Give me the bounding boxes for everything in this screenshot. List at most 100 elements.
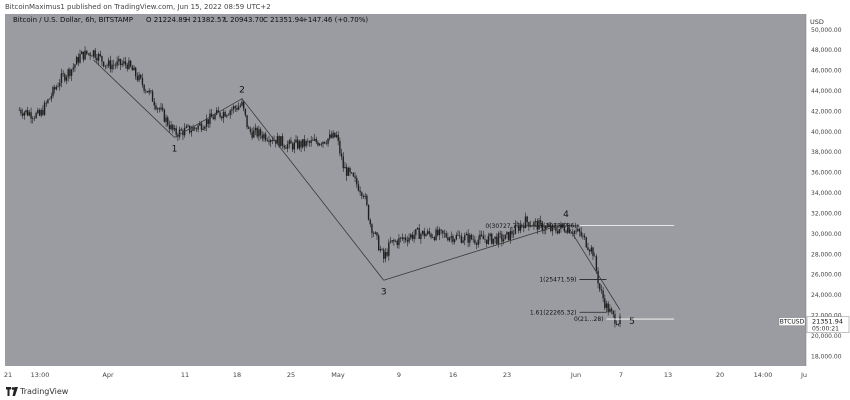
candle-body <box>502 239 505 242</box>
candle-body <box>470 234 473 240</box>
candle-body <box>411 234 414 239</box>
candle-body <box>381 249 383 250</box>
candle-body <box>450 236 452 238</box>
candle-body <box>161 107 164 110</box>
candle-body <box>342 156 344 169</box>
plot-area[interactable] <box>5 14 806 366</box>
symbol-tag-label: BTCUSD <box>780 319 805 326</box>
candle-body <box>96 57 98 61</box>
candle-body <box>126 64 128 70</box>
x-tick-label: 18 <box>233 371 241 379</box>
candle-body <box>26 110 29 116</box>
fib-level-label: 0(30727.77) <box>485 223 522 230</box>
candle-body <box>612 311 614 315</box>
candle-body <box>403 237 405 240</box>
candle-body <box>286 144 289 149</box>
candle-body <box>438 229 441 236</box>
candle-body <box>583 235 586 238</box>
candle-body <box>605 303 608 308</box>
candle-body <box>560 224 562 229</box>
candle-body <box>131 66 134 71</box>
candle-body <box>280 136 282 147</box>
candle-body <box>345 166 348 176</box>
candle-body <box>347 167 350 176</box>
candle-body <box>178 129 181 137</box>
y-tick-label: 22,000.00 <box>811 312 842 319</box>
candle-body <box>215 110 218 115</box>
candle-body <box>278 136 280 147</box>
candle-body <box>406 240 409 242</box>
candle-body <box>396 240 398 246</box>
candle-body <box>322 141 324 145</box>
candle-body <box>48 98 51 100</box>
candle-body <box>104 65 107 67</box>
candle-body <box>485 239 488 244</box>
candle-body <box>423 230 425 237</box>
y-tick-label: 48,000.00 <box>811 47 842 54</box>
candle-body <box>367 204 370 220</box>
candle-body <box>143 84 145 91</box>
candle-body <box>437 229 439 236</box>
candle-body <box>199 123 201 126</box>
candle-body <box>241 101 243 106</box>
candle-body <box>602 290 604 299</box>
price-chart[interactable]: Bitcoin / U.S. Dollar, 6h, BITSTAMP O 21… <box>0 0 850 384</box>
candle-body <box>80 51 83 55</box>
candle-body <box>379 249 382 251</box>
price-axis[interactable] <box>806 14 850 366</box>
x-tick-label: 21 <box>4 371 12 379</box>
candle-body <box>361 192 363 197</box>
x-tick-label: 20 <box>716 371 724 379</box>
candle-body <box>158 108 161 110</box>
candle-body <box>376 232 378 236</box>
candle-body <box>325 143 328 144</box>
candle-body <box>141 77 144 85</box>
candle-body <box>35 113 37 118</box>
time-axis[interactable] <box>5 366 850 384</box>
candle-body <box>543 230 545 231</box>
x-tick-label: 9 <box>397 371 401 379</box>
candle-body <box>256 127 258 137</box>
candle-body <box>312 140 314 141</box>
wave-label: 1 <box>172 144 178 154</box>
candle-body <box>163 109 166 122</box>
candle-body <box>239 105 242 107</box>
candle-body <box>271 140 274 141</box>
candle-body <box>290 140 292 144</box>
candle-body <box>431 237 434 238</box>
candle-body <box>563 227 566 232</box>
candle-body <box>512 233 515 235</box>
candle-body <box>588 249 591 252</box>
candle-body <box>421 230 424 234</box>
candle-body <box>121 63 123 66</box>
candle-body <box>467 233 469 243</box>
candle-body <box>263 134 265 139</box>
candle-body <box>38 110 41 116</box>
candle-body <box>226 115 228 117</box>
candle-body <box>455 235 458 240</box>
candle-body <box>268 140 270 143</box>
candle-body <box>72 67 74 70</box>
candle-body <box>506 232 508 235</box>
candle-body <box>37 110 39 114</box>
price-countdown-label: 05:00:21 <box>812 326 839 333</box>
candle-body <box>582 235 584 237</box>
candle-body <box>469 234 471 243</box>
candle-body <box>153 101 155 106</box>
candle-body <box>587 247 589 250</box>
candle-body <box>362 196 365 197</box>
candle-body <box>359 190 361 193</box>
candle-body <box>134 67 137 77</box>
candle-body <box>264 134 267 141</box>
candle-body <box>227 114 230 116</box>
candle-body <box>298 141 301 149</box>
candle-body <box>352 172 355 177</box>
candle-body <box>151 91 154 102</box>
candle-body <box>91 55 93 57</box>
x-tick-label: 13 <box>664 371 672 379</box>
tradingview-brand[interactable]: TradingView <box>20 387 69 396</box>
candle-body <box>94 50 96 58</box>
candle-body <box>107 60 110 66</box>
candle-body <box>415 229 417 235</box>
